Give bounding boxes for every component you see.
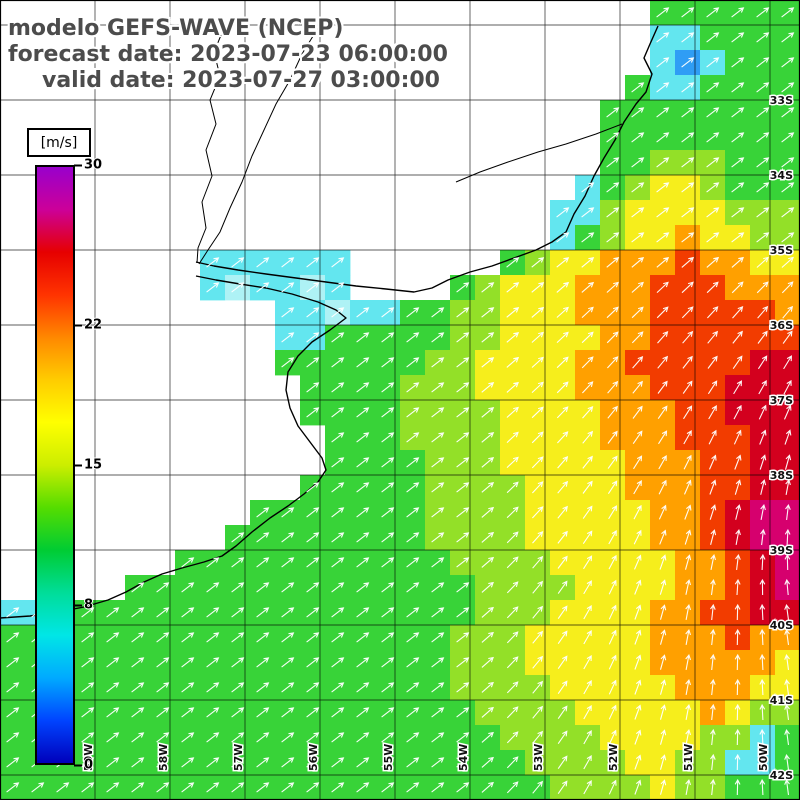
colorbar-gradient (35, 165, 75, 765)
coastline (0, 25, 659, 619)
lat-label: 35S (770, 244, 793, 257)
wind-arrow-field (6, 7, 795, 796)
lat-label: 40S (770, 619, 793, 632)
graticule-labels: 33S 34S 35S 36S 37S 38S 39S 40S 41S 42S 59W 58W 57W 5… (81, 93, 795, 784)
lon-label: 51W (682, 744, 695, 771)
lat-label: 33S (770, 94, 793, 107)
lat-label: 38S (770, 469, 793, 482)
lat-label: 36S (770, 319, 793, 332)
rivers-and-borders (196, 27, 623, 265)
lon-label: 54W (457, 744, 470, 771)
colorbar-tick-label: 8 (73, 597, 94, 613)
lon-label: 57W (232, 744, 245, 771)
colorbar-tick-label: 30 (73, 157, 103, 173)
lon-label: 53W (532, 744, 545, 771)
title-model-line: modelo GEFS-WAVE (NCEP) (8, 16, 344, 41)
lat-label: 39S (770, 544, 793, 557)
title: modelo GEFS-WAVE (NCEP) forecast date: 2… (8, 16, 448, 94)
colorbar-tick-label: 15 (73, 457, 103, 473)
colorbar-tick-label: 22 (73, 317, 103, 333)
lon-label: 56W (307, 744, 320, 771)
lon-label: 59W (82, 744, 95, 771)
lon-label: 58W (157, 744, 170, 771)
lat-label: 34S (770, 169, 793, 182)
lon-label: 55W (382, 744, 395, 771)
lat-label: 42S (770, 769, 793, 782)
title-forecast-line: forecast date: 2023-07-23 06:00:00 (8, 42, 448, 67)
colorbar-tick-label: 0 (73, 757, 94, 773)
lat-label: 37S (770, 394, 793, 407)
colorbar-unit-label: [m/s] (27, 128, 91, 157)
lon-label: 50W (757, 744, 770, 771)
lat-label: 41S (770, 694, 793, 707)
lon-label: 52W (607, 744, 620, 771)
title-valid-line: valid date: 2023-07-27 03:00:00 (42, 68, 440, 93)
